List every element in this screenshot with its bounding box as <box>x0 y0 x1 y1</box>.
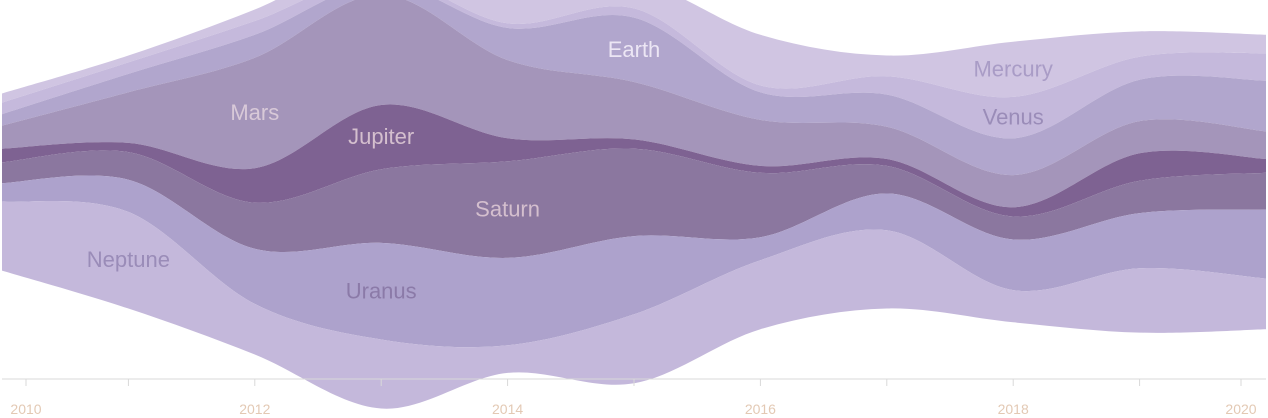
stream-saturn <box>2 148 1266 258</box>
stream-jupiter <box>2 104 1266 217</box>
stream-label-venus: Venus <box>983 105 1044 130</box>
stream-neptune <box>2 200 1266 409</box>
x-tick-label-2016: 2016 <box>745 401 776 417</box>
stream-label-jupiter: Jupiter <box>348 124 414 149</box>
stream-label-mercury: Mercury <box>973 56 1052 81</box>
stream-label-mars: Mars <box>230 100 279 125</box>
stream-layers <box>2 0 1266 409</box>
x-tick-label-2018: 2018 <box>998 401 1029 417</box>
stream-earth <box>2 0 1266 176</box>
x-tick-label-2012: 2012 <box>239 401 270 417</box>
stream-mars <box>2 0 1266 208</box>
stream-label-earth: Earth <box>608 37 661 62</box>
stream-label-uranus: Uranus <box>346 278 417 303</box>
x-tick-label-2010: 2010 <box>10 401 41 417</box>
stream-venus <box>2 0 1266 139</box>
stream-label-saturn: Saturn <box>475 197 540 222</box>
x-tick-label-2014: 2014 <box>492 401 523 417</box>
stream-labels: Mercury Venus Earth Mars Jupiter Saturn Uranus… <box>87 37 1053 303</box>
stream-uranus <box>2 175 1266 348</box>
stream-label-neptune: Neptune <box>87 247 170 272</box>
stream-mercury <box>2 0 1266 103</box>
x-tick-label-2020: 2020 <box>1225 401 1256 417</box>
x-axis: 2010 2012 2014 2016 2018 2020 <box>2 378 1266 417</box>
